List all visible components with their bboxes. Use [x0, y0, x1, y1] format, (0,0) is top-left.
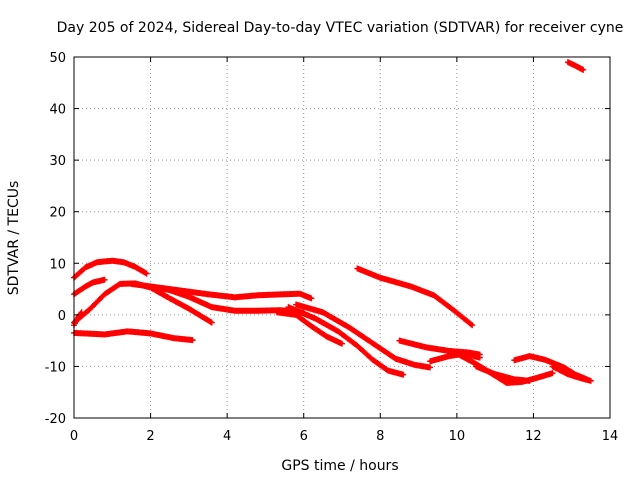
y-tick-label: 30: [49, 154, 66, 169]
data-point: [526, 377, 533, 384]
data-point: [467, 321, 474, 328]
series-track-17: [549, 363, 594, 384]
y-tick-label: 50: [49, 51, 66, 66]
data-point: [208, 319, 215, 326]
y-tick-label: 0: [58, 309, 66, 324]
x-tick-label: 10: [449, 429, 466, 444]
data-point: [549, 370, 556, 377]
grid: [74, 57, 610, 418]
series-track-1: [71, 257, 150, 281]
y-axis-label: SDTVAR / TECUs: [6, 181, 22, 296]
x-tick-label: 6: [300, 429, 308, 444]
series-track-4: [71, 328, 196, 344]
series-track-11: [354, 265, 476, 329]
series-track-10: [293, 301, 434, 371]
data-point: [339, 340, 345, 347]
series-track-18: [564, 59, 587, 73]
data-point: [476, 354, 483, 361]
x-axis-label: GPS time / hours: [281, 458, 398, 474]
y-tick-label: 10: [49, 257, 66, 272]
axis-ticks: 0 2 4 6 8 10 12 14 -20 -10 0 10 20 30 40 50: [45, 51, 619, 444]
plot-frame: [73, 56, 611, 419]
y-tick-label: -20: [45, 412, 66, 427]
y-tick-label: 40: [49, 103, 66, 118]
y-tick-label: -10: [45, 360, 66, 375]
data-point: [580, 66, 587, 73]
data-point: [400, 371, 407, 378]
chart-title: Day 205 of 2024, Sidereal Day-to-day VTE…: [57, 20, 624, 36]
data-point: [143, 270, 150, 277]
x-tick-label: 8: [376, 429, 384, 444]
data-point: [469, 322, 476, 329]
series-track-15: [473, 363, 533, 384]
series-track-9: [285, 304, 407, 378]
data-point: [587, 377, 594, 384]
x-tick-label: 4: [223, 429, 231, 444]
data-point: [101, 276, 108, 283]
x-tick-label: 12: [525, 429, 542, 444]
data-point: [308, 295, 315, 302]
data-point: [189, 337, 196, 344]
x-tick-label: 14: [602, 429, 619, 444]
x-tick-label: 2: [146, 429, 154, 444]
data-point: [427, 364, 434, 371]
y-tick-label: 20: [49, 206, 66, 221]
x-tick-label: 0: [70, 429, 78, 444]
